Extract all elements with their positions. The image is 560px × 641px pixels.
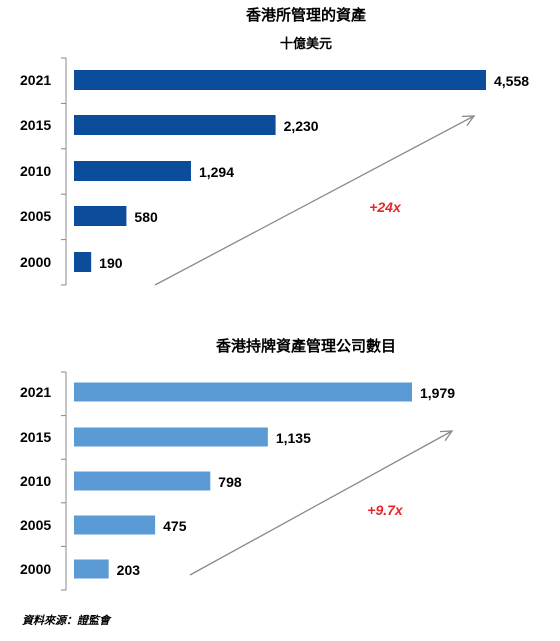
category-label: 2021 — [20, 384, 51, 400]
growth-arrow — [189, 430, 453, 576]
category-label: 2000 — [20, 561, 51, 577]
value-label: 190 — [99, 255, 123, 271]
value-label: 580 — [134, 209, 158, 225]
bar — [74, 471, 211, 491]
chart-subtitle: 十億美元 — [280, 36, 332, 52]
value-label: 2,230 — [284, 118, 319, 134]
bar — [74, 427, 268, 447]
chart-title: 香港持牌資產管理公司數目 — [216, 337, 396, 355]
bar — [74, 559, 109, 579]
value-label: 4,558 — [494, 73, 529, 89]
category-label: 2005 — [20, 517, 51, 533]
bar — [74, 70, 486, 90]
growth-label: +9.7x — [367, 502, 404, 518]
category-label: 2000 — [20, 254, 51, 270]
growth-arrow — [154, 115, 475, 286]
bar — [74, 382, 412, 402]
value-label: 475 — [163, 518, 187, 534]
growth-arrow-head — [439, 430, 454, 442]
bar — [74, 206, 127, 226]
value-label: 798 — [218, 474, 242, 490]
category-label: 2010 — [20, 163, 51, 179]
chart-title: 香港所管理的資產 — [246, 6, 366, 24]
value-label: 1,979 — [420, 385, 455, 401]
bar — [74, 515, 156, 535]
value-label: 203 — [117, 562, 141, 578]
value-label: 1,135 — [276, 430, 311, 446]
value-label: 1,294 — [199, 164, 234, 180]
category-label: 2015 — [20, 117, 51, 133]
category-label: 2005 — [20, 208, 51, 224]
category-label: 2010 — [20, 473, 51, 489]
bar — [74, 161, 191, 181]
bar — [74, 115, 276, 135]
growth-arrow-head — [461, 115, 476, 127]
category-label: 2021 — [20, 72, 51, 88]
bar — [74, 252, 92, 272]
category-label: 2015 — [20, 429, 51, 445]
growth-label: +24x — [369, 199, 402, 215]
source-note: 資料來源：證監會 — [22, 614, 110, 627]
